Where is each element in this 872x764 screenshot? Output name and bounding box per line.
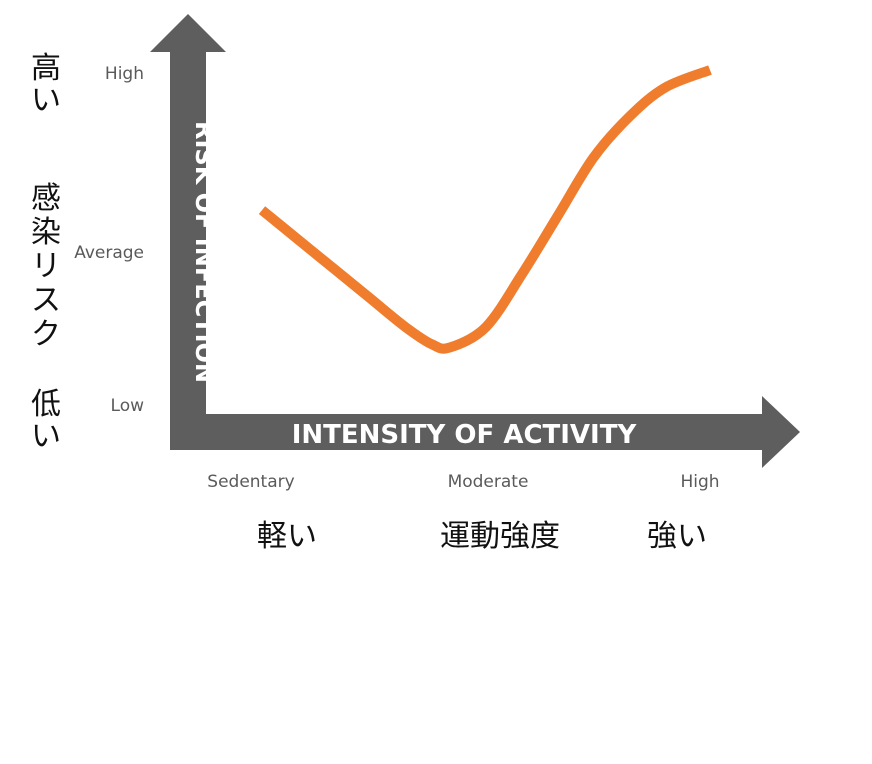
jp-x-title-label: 運動強度 [440, 519, 560, 554]
jp-y-title-char-5: ク [31, 317, 61, 352]
y-tick-label-low: Low [111, 396, 145, 416]
jp-x-low-label: 軽い [257, 519, 317, 554]
jp-y-title-label: 感 染 リ ス ク [31, 181, 61, 352]
jp-y-title-char-4: ス [31, 283, 61, 318]
jp-y-high-label: 高 い [31, 51, 61, 118]
jp-y-title-char-3: リ [31, 249, 61, 284]
jp-y-low-char-2: い [31, 419, 61, 454]
jp-y-title-char-2: 染 [31, 215, 61, 250]
jp-y-low-label: 低 い [31, 387, 61, 454]
y-tick-label-average: Average [74, 243, 144, 263]
jp-y-high-char-1: 高 [31, 51, 61, 86]
x-axis-arrow [170, 396, 800, 468]
x-tick-label-high: High [680, 472, 719, 492]
risk-curve-line [258, 65, 712, 354]
y-tick-label-high: High [105, 64, 144, 84]
y-axis-arrow [150, 14, 226, 450]
jp-x-high-label: 強い [647, 519, 707, 554]
y-axis-title: RISK OF INFECTION [190, 121, 218, 383]
x-tick-label-sedentary: Sedentary [207, 472, 294, 492]
jp-y-high-char-2: い [31, 83, 61, 118]
jp-y-title-char-1: 感 [31, 181, 61, 216]
x-axis-title: INTENSITY OF ACTIVITY [292, 420, 638, 450]
jp-y-low-char-1: 低 [31, 387, 61, 422]
x-tick-label-moderate: Moderate [448, 472, 529, 492]
